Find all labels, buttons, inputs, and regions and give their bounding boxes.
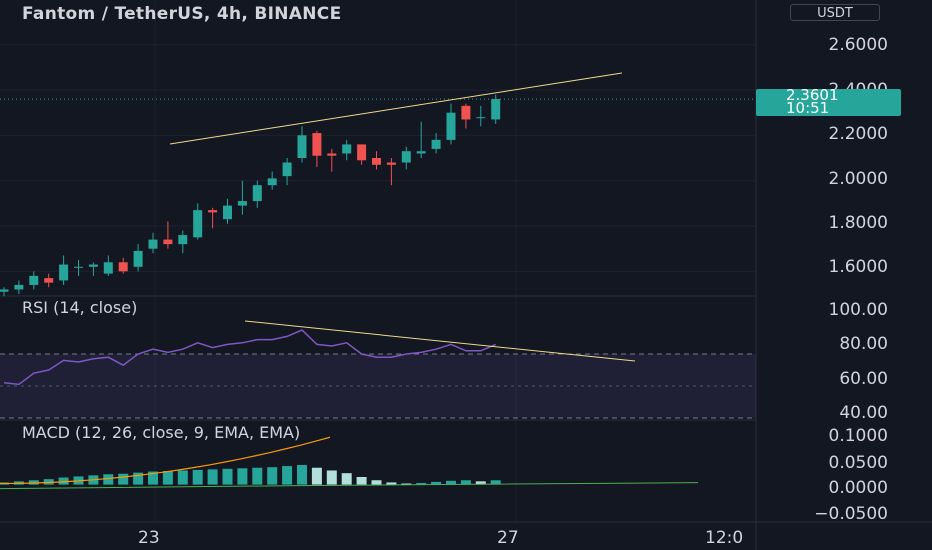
candle-body: [431, 139, 441, 149]
candle-body: [401, 151, 411, 163]
last-price-value: 2.3601: [786, 86, 839, 104]
candle-body: [29, 275, 39, 285]
rsi-axis-label: 80.00: [839, 334, 888, 354]
candle-body: [88, 264, 98, 267]
candle-body: [252, 185, 262, 202]
candle-body: [118, 262, 128, 272]
candle-body: [282, 162, 292, 177]
price-trendline: [169, 72, 623, 145]
macd-axis-label: 0.0500: [828, 453, 888, 473]
candle-body: [103, 262, 113, 274]
macd-histogram-bar: [43, 479, 54, 485]
candle-body: [312, 133, 322, 156]
candle-body: [416, 151, 426, 154]
rsi-axis-label: 60.00: [839, 369, 888, 389]
time-axis-label: 12:0: [705, 528, 744, 548]
macd-histogram-bar: [401, 483, 412, 485]
candle-body: [357, 144, 367, 161]
macd-histogram-bar: [490, 480, 501, 485]
macd-axis-label: −0.0500: [814, 504, 888, 524]
rsi-trendline: [244, 320, 636, 362]
candle-body: [386, 162, 396, 165]
symbol-title[interactable]: Fantom / TetherUS, 4h, BINANCE: [22, 4, 342, 24]
macd-histogram-bar: [282, 466, 293, 485]
candle-body: [208, 210, 218, 213]
macd-histogram-bar: [118, 473, 129, 485]
price-axis-label: 2.6000: [828, 35, 888, 55]
candle-body: [476, 117, 486, 119]
candle-body: [178, 235, 188, 245]
candle-body: [193, 210, 203, 238]
candle-body: [14, 284, 24, 290]
macd-histogram-bar: [371, 480, 382, 485]
macd-histogram-bar: [326, 470, 337, 485]
macd-histogram-bar: [341, 473, 352, 485]
candle-body: [148, 239, 158, 249]
macd-histogram-bar: [237, 468, 248, 485]
time-axis-label: 27: [497, 528, 519, 548]
macd-histogram-bar: [222, 468, 233, 485]
macd-histogram-bar: [192, 469, 203, 485]
macd-histogram-bar: [356, 476, 367, 485]
candle-body: [133, 250, 143, 267]
macd-histogram-bar: [133, 472, 144, 485]
bar-countdown: 10:51: [786, 99, 830, 117]
macd-histogram-bar: [475, 481, 486, 485]
rsi-title[interactable]: RSI (14, close): [22, 298, 138, 317]
rsi-line: [3, 329, 496, 386]
price-axis-label: 1.6000: [828, 257, 888, 277]
macd-histogram-bar: [386, 482, 397, 485]
macd-histogram-bar: [58, 477, 69, 485]
macd-histogram-bar: [177, 470, 188, 485]
macd-histogram-bar: [431, 481, 442, 485]
macd-histogram-bar: [103, 474, 114, 485]
candle-body: [163, 239, 173, 245]
macd-title[interactable]: MACD (12, 26, close, 9, EMA, EMA): [22, 423, 301, 442]
candle-body: [372, 158, 381, 165]
macd-histogram-bar: [162, 471, 173, 485]
candle-body: [461, 105, 471, 120]
macd-line: [0, 482, 699, 490]
last-price-tag: 2.3601 10:51: [756, 86, 901, 117]
macd-histogram-bar: [311, 467, 322, 485]
candle-body: [223, 205, 232, 220]
candle-body: [59, 264, 69, 281]
macd-histogram-bar: [416, 482, 427, 485]
macd-axis-label: 0.1000: [828, 426, 888, 446]
candle-body: [297, 135, 307, 158]
candle-body: [74, 266, 83, 268]
candle-body: [491, 99, 501, 120]
candle-body: [327, 153, 337, 156]
rsi-axis-label: 40.00: [839, 403, 888, 423]
macd-histogram-bar: [148, 471, 158, 485]
candle-body: [0, 289, 9, 292]
time-axis-label: 23: [138, 528, 160, 548]
macd-histogram-bar: [267, 467, 278, 485]
macd-signal-line: [0, 436, 331, 485]
macd-histogram-bar: [460, 480, 471, 485]
macd-histogram-bar: [446, 480, 456, 485]
macd-histogram-bar: [207, 469, 218, 485]
currency-button[interactable]: USDT: [790, 4, 880, 21]
candle-body: [237, 201, 247, 206]
price-axis-label: 1.8000: [828, 213, 888, 233]
candle-body: [267, 178, 277, 186]
candle-body: [342, 144, 352, 154]
candle-body: [44, 278, 54, 283]
macd-histogram-bar: [252, 467, 263, 485]
candle-body: [446, 112, 456, 140]
macd-histogram-bar: [297, 465, 307, 485]
price-axis-label: 2.2000: [828, 124, 888, 144]
price-axis-label: 2.0000: [828, 169, 888, 189]
macd-axis-label: 0.0000: [828, 478, 888, 498]
rsi-axis-label: 100.00: [828, 300, 888, 320]
